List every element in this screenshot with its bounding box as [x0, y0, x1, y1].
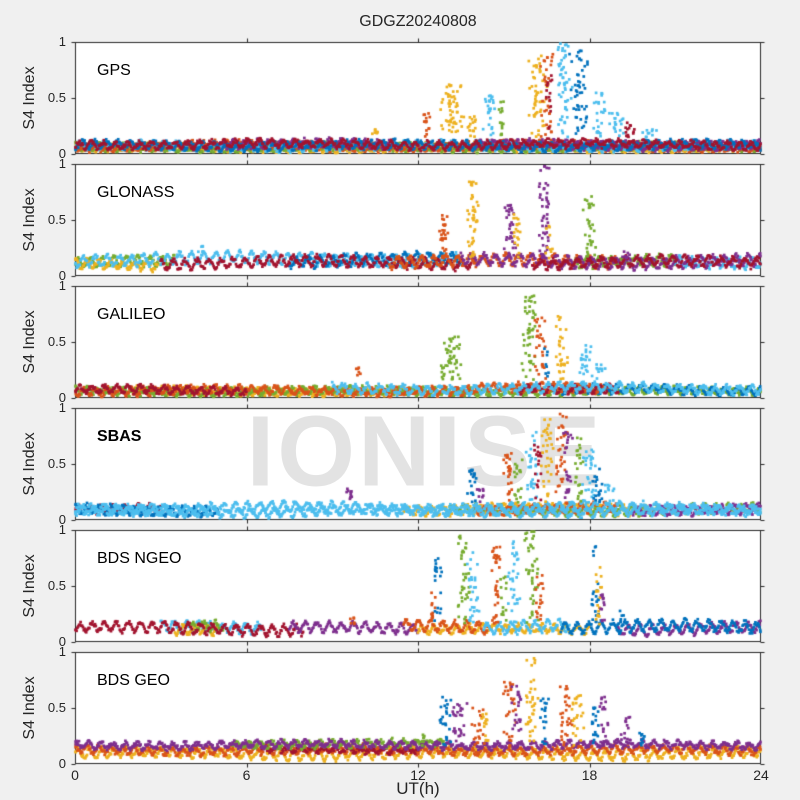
y-axis-label: S4 Index: [21, 676, 38, 740]
xtick-label: 18: [581, 767, 598, 783]
ytick-label: 0: [58, 146, 66, 161]
y-axis-label: S4 Index: [21, 432, 38, 496]
chart-title: GDGZ20240808: [359, 13, 477, 30]
scatter-canvas-galileo: [69, 280, 767, 404]
ytick-label: 1: [58, 522, 66, 537]
xtick-label: 6: [242, 767, 251, 783]
xtick-label: 12: [410, 767, 426, 783]
scatter-canvas-glonass: [69, 158, 767, 282]
ytick-label: 1: [58, 400, 66, 415]
y-axis-label: S4 Index: [21, 188, 38, 252]
ytick-label: 0: [58, 268, 66, 283]
ytick-label: 0.5: [47, 334, 66, 349]
panel-label-bds-geo: BDS GEO: [97, 672, 170, 689]
scatter-canvas-sbas: [69, 402, 767, 526]
ytick-label: 0.5: [47, 578, 66, 593]
ytick-label: 0: [58, 390, 66, 405]
scatter-canvas-bds-ngeo: [69, 524, 767, 648]
ytick-label: 0.5: [47, 212, 66, 227]
ytick-label: 0: [58, 756, 66, 771]
y-axis-label: S4 Index: [21, 554, 38, 618]
ytick-label: 1: [58, 156, 66, 171]
ytick-label: 1: [58, 34, 66, 49]
ytick-label: 0.5: [47, 700, 66, 715]
y-axis-label: S4 Index: [21, 66, 38, 130]
y-axis-label: S4 Index: [21, 310, 38, 374]
scatter-canvas-bds-geo: [69, 646, 767, 770]
ytick-label: 0.5: [47, 90, 66, 105]
x-axis-label: UT(h): [396, 779, 440, 798]
panel-label-sbas: SBAS: [97, 428, 142, 445]
panel-label-glonass: GLONASS: [97, 184, 175, 201]
xtick-label: 0: [71, 767, 79, 783]
xtick-label: 24: [753, 767, 769, 783]
ytick-label: 0: [58, 512, 66, 527]
panel-label-bds-ngeo: BDS NGEO: [97, 550, 182, 567]
panel-label-galileo: GALILEO: [97, 306, 166, 323]
scatter-canvas-gps: [69, 36, 767, 160]
ytick-label: 0.5: [47, 456, 66, 471]
ytick-label: 0: [58, 634, 66, 649]
ytick-label: 1: [58, 278, 66, 293]
panel-label-gps: GPS: [97, 62, 131, 79]
ytick-label: 1: [58, 644, 66, 659]
